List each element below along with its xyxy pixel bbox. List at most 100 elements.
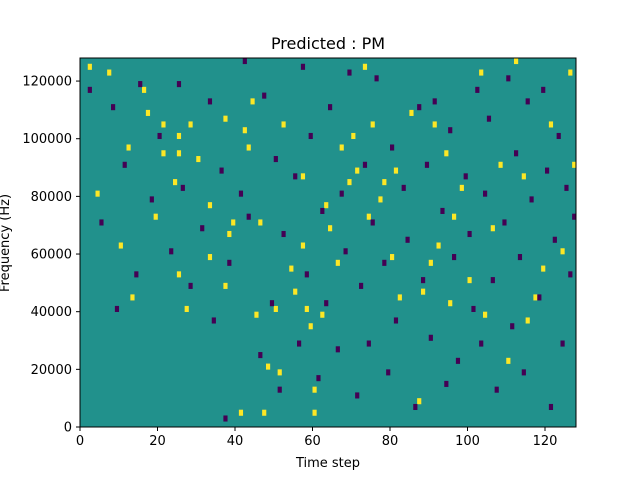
heatmap-cell-high — [320, 311, 325, 318]
heatmap-cell-low — [421, 277, 426, 284]
heatmap-cell-high — [176, 271, 182, 278]
heatmap-cell-low — [413, 403, 418, 411]
heatmap-cell-high — [289, 265, 294, 272]
heatmap-cell-high — [452, 213, 457, 220]
heatmap-cell-high — [142, 86, 147, 93]
heatmap-cell-high — [490, 225, 495, 232]
heatmap-cell-high — [421, 288, 426, 295]
heatmap-cell-high — [525, 317, 530, 324]
heatmap-cell-low — [467, 230, 472, 238]
heatmap-cell-low — [525, 98, 530, 105]
heatmap-cell-high — [176, 132, 182, 140]
heatmap-cell-low — [281, 230, 286, 238]
heatmap-cell-low — [424, 161, 430, 168]
heatmap-cell-low — [200, 225, 205, 232]
heatmap-cell-high — [417, 398, 422, 405]
heatmap-cell-low — [405, 236, 410, 243]
heatmap-cell-high — [370, 121, 375, 128]
heatmap-cell-low — [122, 161, 127, 168]
heatmap-cell-low — [87, 86, 92, 93]
heatmap-cell-high — [483, 311, 488, 318]
heatmap-cell-low — [545, 167, 550, 174]
heatmap-cell-low — [293, 173, 298, 180]
heatmap-cell-high — [308, 323, 313, 330]
heatmap-cell-high — [173, 179, 178, 186]
heatmap-cell-low — [386, 369, 391, 376]
heatmap-cell-low — [556, 132, 561, 140]
heatmap-cell-low — [269, 300, 275, 307]
heatmap-cell-low — [188, 282, 193, 289]
heatmap-cell-high — [506, 357, 511, 364]
heatmap-cell-high — [312, 409, 317, 416]
heatmap-cell-high — [378, 196, 383, 203]
y-tick-label: 80000 — [31, 190, 72, 205]
heatmap-cell-low — [428, 334, 433, 341]
heatmap-cell-high — [397, 294, 402, 301]
heatmap-cell-high — [304, 305, 309, 312]
heatmap-cell-low — [343, 248, 348, 255]
heatmap-cell-low — [452, 254, 457, 261]
heatmap-cell-low — [483, 190, 488, 197]
heatmap-cell-low — [517, 254, 523, 261]
heatmap-cell-low — [347, 69, 352, 76]
heatmap-cell-low — [393, 317, 399, 324]
heatmap-cell-low — [134, 271, 139, 278]
heatmap-cell-low — [273, 156, 278, 163]
heatmap-cell-high — [176, 150, 182, 157]
heatmap-cell-high — [459, 184, 464, 191]
heatmap-cell-high — [533, 294, 538, 301]
x-tick-label: 120 — [533, 434, 558, 449]
heatmap-cell-low — [382, 259, 387, 266]
heatmap-cell-low — [316, 375, 321, 382]
heatmap-cell-low — [479, 340, 484, 347]
heatmap-cell-low — [320, 207, 325, 214]
heatmap-cell-low — [207, 98, 213, 105]
heatmap-cell-high — [328, 225, 333, 232]
heatmap-cell-high — [444, 150, 449, 157]
heatmap-cell-high — [281, 121, 286, 128]
heatmap-cell-low — [471, 305, 476, 312]
heatmap-cell-low — [494, 386, 499, 393]
heatmap-cell-high — [498, 161, 503, 168]
heatmap-cell-low — [308, 132, 313, 140]
heatmap-background — [80, 58, 576, 427]
y-tick-label: 120000 — [22, 75, 72, 90]
heatmap-cell-high — [130, 294, 135, 301]
y-tick-label: 20000 — [31, 363, 72, 378]
heatmap-cell-high — [107, 69, 112, 76]
heatmap-cell-high — [262, 409, 267, 416]
heatmap-cell-low — [560, 340, 565, 347]
heatmap-cell-low — [366, 340, 371, 347]
heatmap-cell-low — [262, 92, 267, 99]
heatmap-cell-high — [409, 109, 414, 116]
heatmap-cell-high — [238, 409, 244, 416]
heatmap-cell-high — [351, 132, 356, 140]
heatmap-cell-low — [564, 184, 569, 191]
x-tick-label: 40 — [227, 434, 244, 449]
heatmap-cell-low — [300, 63, 306, 70]
heatmap-cell-high — [324, 202, 329, 209]
heatmap-cell-low — [510, 323, 515, 330]
x-axis: 0 20 40 60 80 100 120 — [76, 427, 558, 449]
heatmap-cell-high — [196, 156, 201, 163]
heatmap-cell-high — [548, 121, 554, 128]
heatmap-cell-low — [227, 259, 232, 266]
heatmap-cell-high — [312, 386, 317, 393]
x-tick-label: 20 — [149, 434, 166, 449]
y-tick-label: 100000 — [22, 132, 72, 147]
heatmap-cell-high — [145, 109, 151, 116]
x-tick-label: 0 — [76, 434, 84, 449]
heatmap-cell-high — [242, 127, 247, 134]
heatmap-cell-low — [463, 173, 468, 180]
heatmap-cell-low — [180, 184, 185, 191]
heatmap-cell-low — [514, 150, 519, 157]
heatmap-cell-low — [304, 271, 309, 278]
heatmap-cell-high — [223, 282, 228, 289]
heatmap-cell-low — [401, 184, 406, 191]
heatmap-cell-low — [390, 144, 395, 151]
heatmap-cell-low — [374, 75, 379, 82]
heatmap-cell-low — [211, 317, 216, 324]
heatmap-cell-low — [328, 104, 333, 111]
heatmap-cell-high — [207, 254, 213, 261]
